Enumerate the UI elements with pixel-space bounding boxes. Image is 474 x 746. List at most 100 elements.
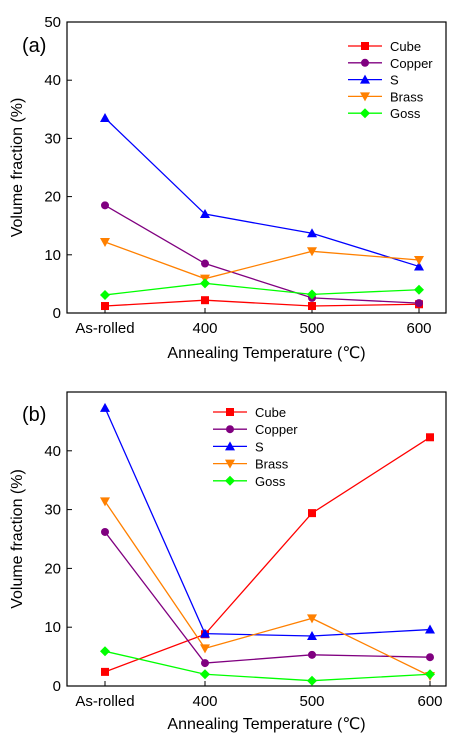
data-point-copper [201,259,209,268]
legend-label-cube: Cube [255,405,286,420]
data-point-copper [308,650,316,659]
legend-label-cube: Cube [390,39,421,54]
panel-a: 0 10 20 30 40 50 As-rolled 400 500 600 Annealing T… [9,14,447,362]
data-point-goss [200,278,210,289]
series-line-s [104,407,431,637]
data-point-copper [101,201,109,210]
data-point-copper [101,527,109,536]
x-tick-label: 400 [192,320,217,337]
panel-label: (b) [22,404,46,426]
legend-label-s: S [390,73,399,88]
y-tick-label: 40 [44,72,61,89]
data-point-s [425,624,435,634]
data-point-copper [415,299,423,308]
data-point-goss [425,669,435,680]
legend-marker [360,92,370,102]
legend-marker [225,441,235,451]
x-tick-label: As-rolled [75,693,134,710]
y-tick-label: 10 [44,619,61,636]
legend-marker [360,108,370,119]
legend-marker [225,475,235,486]
data-point-brass [307,614,317,624]
data-point-s [200,209,210,219]
x-tick-label: 600 [417,693,442,710]
data-point-goss [100,646,110,657]
data-point-brass [100,497,110,507]
data-point-cube [101,667,109,676]
data-point-cube [201,296,209,305]
data-point-s [307,228,317,238]
legend-label-s: S [255,439,264,454]
legend-label-copper: Copper [255,422,298,437]
series-line-cube [104,436,431,673]
legend-label-copper: Copper [390,56,433,71]
x-axis-title: Annealing Temperature (℃) [167,716,365,733]
y-tick-label: 10 [44,247,61,264]
x-tick-label: 400 [192,693,217,710]
series-brass [100,497,435,682]
data-point-s [307,631,317,641]
data-point-cube [308,509,316,518]
series-line-copper [104,204,420,304]
data-point-brass [100,237,110,247]
y-tick-label: 40 [44,443,61,460]
series-goss [100,278,424,300]
series-line-copper [104,531,431,664]
series-line-brass [104,501,431,677]
series-brass [100,237,424,284]
x-tick-label: 600 [406,320,431,337]
data-point-s [100,402,110,412]
data-point-brass [200,644,210,654]
y-tick-label: 20 [44,189,61,206]
series-line-goss [104,282,420,296]
data-point-s [100,113,110,123]
plot-frame [66,21,447,314]
data-point-brass [414,256,424,266]
legend-marker [360,74,370,84]
data-point-goss [414,284,424,295]
x-axis-title: Annealing Temperature (℃) [167,345,365,362]
data-point-copper [201,659,209,668]
panel-b: 0 10 20 30 40 As-rolled 400 500 600 Annealing Tem… [9,391,447,733]
legend-marker [226,425,234,434]
y-tick-label: 0 [53,678,61,695]
legend-label-brass: Brass [390,89,424,104]
panel-label: (a) [22,35,46,57]
data-point-s [414,261,424,271]
y-tick-label: 50 [44,14,61,31]
legend-marker [226,408,234,416]
series-s [100,402,435,641]
data-point-copper [426,653,434,662]
legend-label-goss: Goss [390,106,421,121]
data-point-goss [100,289,110,300]
y-tick-label: 20 [44,560,61,577]
y-tick-label: 30 [44,130,61,147]
plot-frame [66,391,447,687]
series-cube [101,296,423,311]
data-point-cube [101,302,109,311]
data-point-s [200,628,210,638]
y-axis-title: Volume fraction (%) [9,98,26,238]
series-goss [100,646,435,686]
legend-label-brass: Brass [255,457,289,472]
data-point-cube [426,433,434,442]
series-s [100,113,424,271]
data-point-goss [307,675,317,686]
series-line-brass [104,241,420,280]
x-tick-label: 500 [299,693,324,710]
series-copper [101,527,434,668]
x-tick-label: 500 [299,320,324,337]
data-point-goss [307,289,317,300]
series-line-s [104,117,420,268]
legend-marker [225,459,235,469]
data-point-brass [307,247,317,257]
data-point-goss [200,669,210,680]
series-line-goss [104,650,431,682]
series-line-cube [104,299,420,307]
y-axis-title: Volume fraction (%) [9,469,26,609]
legend-marker [361,58,369,67]
